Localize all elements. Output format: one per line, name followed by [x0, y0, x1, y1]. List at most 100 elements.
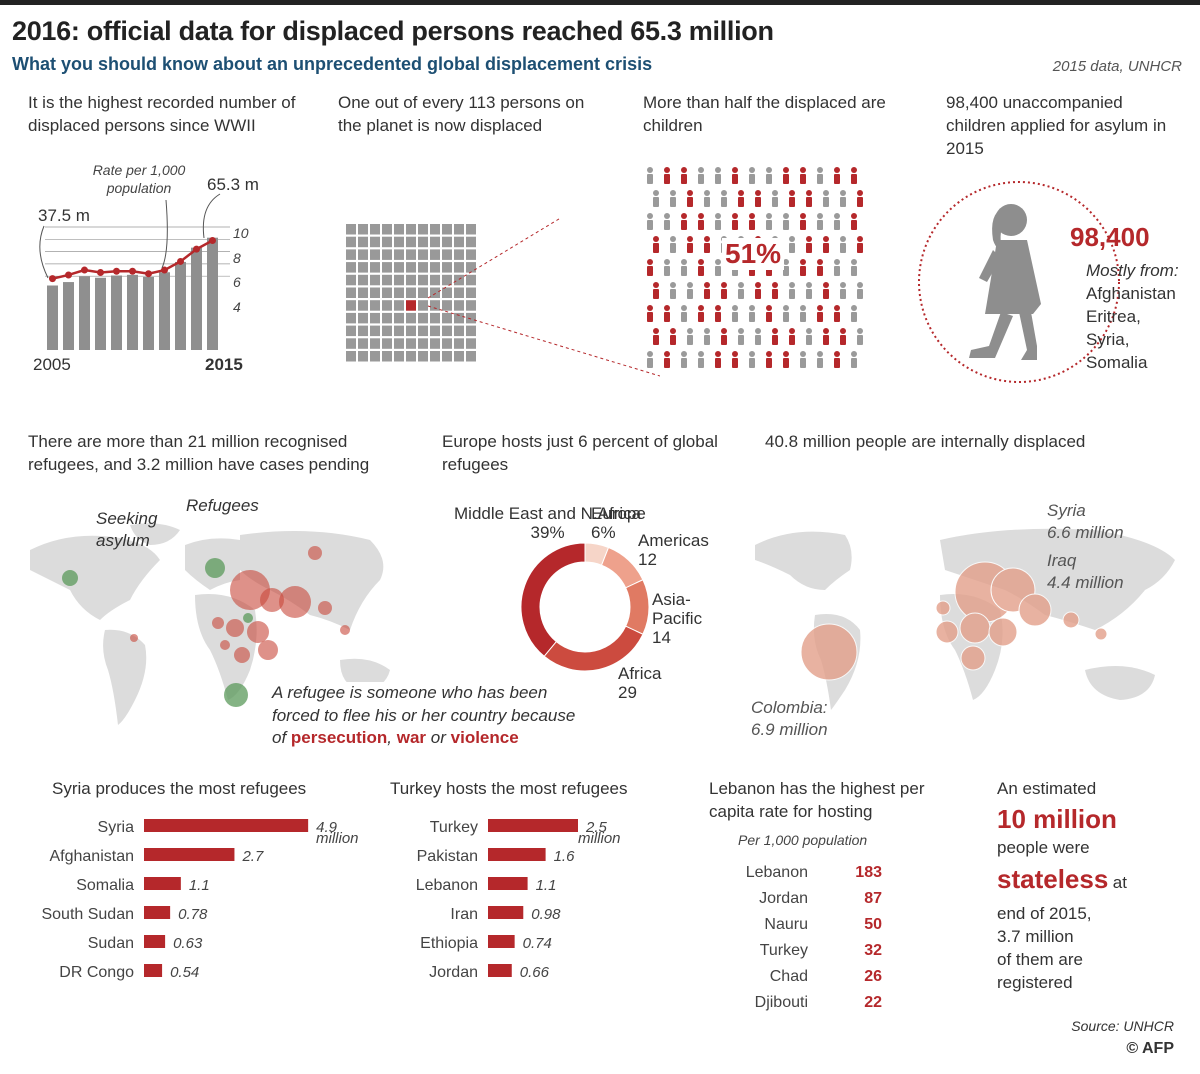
syria-value: 6.6 million — [1047, 523, 1124, 542]
person-icon — [647, 351, 653, 357]
grid-person — [394, 236, 404, 248]
person-icon — [647, 312, 653, 322]
person-icon — [738, 328, 744, 334]
person-icon — [823, 190, 829, 196]
person-icon — [670, 335, 676, 345]
bar-value: 0.54 — [170, 964, 199, 981]
person-icon — [704, 282, 710, 288]
person-icon — [817, 312, 823, 322]
person-icon — [715, 266, 721, 276]
person-icon — [653, 236, 659, 242]
person-icon — [834, 259, 840, 265]
bar — [488, 848, 546, 861]
person-icon — [738, 335, 744, 345]
grid-person — [370, 312, 380, 324]
grid-person — [418, 236, 428, 248]
person-icon — [664, 351, 670, 357]
person-icon — [834, 312, 840, 322]
person-icon — [732, 174, 738, 184]
idp-bubbles — [800, 561, 1108, 681]
person-icon — [715, 167, 721, 173]
rate-point — [49, 275, 56, 283]
person-icon — [687, 243, 693, 253]
person-icon — [783, 259, 789, 265]
person-icon — [823, 282, 829, 288]
person-icon — [783, 167, 789, 173]
person-icon — [721, 282, 727, 288]
person-icon — [806, 197, 812, 207]
person-icon — [851, 220, 857, 230]
person-icon — [670, 289, 676, 299]
table-row: Djibouti 22 — [720, 990, 890, 1016]
person-icon — [687, 236, 693, 242]
person-icon — [840, 328, 846, 334]
grid-person — [442, 224, 452, 235]
grid-person — [418, 249, 428, 260]
grid-person — [382, 262, 392, 273]
year-start: 2005 — [33, 355, 71, 374]
mostly-from: Mostly from: — [1086, 261, 1179, 280]
person-icon — [840, 243, 846, 253]
grid-person — [430, 300, 440, 311]
person-icon — [670, 282, 676, 288]
person-icon — [851, 312, 857, 322]
grid-person — [346, 249, 356, 260]
rate-point — [129, 267, 136, 275]
grid-person — [418, 262, 428, 273]
bar-category: DR Congo — [59, 964, 134, 981]
host-bar-chart: Turkey 2.5 Pakistan 1.6 Lebanon 1.1 Iran 0.98 Et… — [416, 819, 621, 981]
refugees-label: Refugees — [186, 496, 259, 515]
idp-world-map — [755, 528, 1175, 710]
origin-country: Somalia — [1086, 353, 1148, 372]
seeking-asylum-label: Seeking asylum — [96, 509, 158, 550]
americas-value: 12 — [638, 550, 657, 569]
person-icon — [840, 335, 846, 345]
origin-country: Afghanistan — [1086, 284, 1176, 303]
grid-person — [370, 338, 380, 349]
person-icon — [681, 351, 687, 357]
rate-point — [177, 257, 184, 265]
bar-value: 0.66 — [520, 964, 550, 981]
person-icon — [789, 236, 795, 242]
bar-category: Syria — [98, 819, 135, 836]
grid-person — [454, 236, 464, 248]
grid-person — [406, 287, 416, 298]
y-tick: 10 — [233, 225, 249, 241]
grid-person — [442, 236, 452, 248]
person-icon — [772, 197, 778, 207]
per-capita-subtitle: Per 1,000 population — [738, 832, 868, 848]
person-icon — [704, 335, 710, 345]
person-icon — [738, 197, 744, 207]
bar — [63, 282, 74, 350]
bar-value: 0.74 — [523, 935, 552, 952]
bar — [79, 276, 90, 350]
person-icon — [783, 213, 789, 219]
grid-person — [358, 351, 368, 362]
person-icon — [698, 351, 704, 357]
person-icon — [817, 351, 823, 357]
colombia-idp-label: Colombia: 6.9 million — [751, 697, 828, 741]
person-icon — [664, 167, 670, 173]
person-icon — [698, 305, 704, 311]
unit-label: million — [316, 830, 359, 847]
person-icon — [806, 328, 812, 334]
grid-person — [406, 262, 416, 273]
person-icon — [749, 358, 755, 368]
person-icon — [800, 259, 806, 265]
person-icon — [687, 328, 693, 334]
grid-person — [382, 338, 392, 349]
grid-person — [430, 224, 440, 235]
bar — [47, 285, 58, 350]
rate-point — [209, 237, 216, 245]
person-icon — [766, 174, 772, 184]
person-icon — [664, 305, 670, 311]
person-icon — [698, 174, 704, 184]
person-icon — [766, 305, 772, 311]
person-icon — [789, 328, 795, 334]
grid-person — [370, 249, 380, 260]
person-icon — [851, 167, 857, 173]
panel9-heading: Turkey hosts the most refugees — [390, 779, 628, 798]
person-icon — [687, 282, 693, 288]
person-icon — [715, 351, 721, 357]
person-icon — [647, 305, 653, 311]
